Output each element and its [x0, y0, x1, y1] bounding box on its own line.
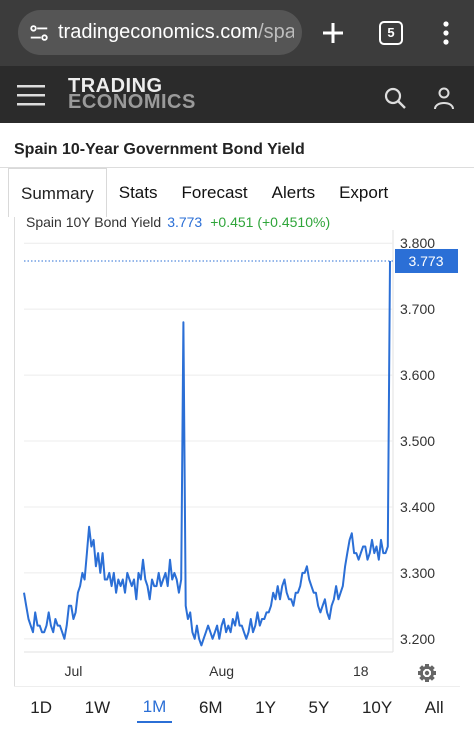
range-1m[interactable]: 1M — [136, 693, 173, 723]
tab-export[interactable]: Export — [339, 183, 389, 202]
url-path: /spai — [258, 21, 294, 43]
chart-settings-gear-icon[interactable] — [418, 664, 436, 682]
tab-stats[interactable]: Stats — [118, 183, 158, 202]
content-tabs: Summary Stats Forecast Alerts Export — [8, 168, 474, 217]
y-tick-label: 3.400 — [400, 499, 435, 515]
y-tick-label: 3.200 — [400, 631, 435, 647]
legend-value: 3.773 — [167, 214, 203, 230]
user-account-icon[interactable] — [432, 86, 456, 110]
url-host: tradingeconomics.com — [58, 21, 259, 43]
page-title-bar: Spain 10-Year Government Bond Yield — [0, 123, 474, 168]
y-tick-label: 3.700 — [400, 301, 435, 317]
logo-line-2: ECONOMICS — [68, 91, 196, 113]
x-tick-label: Jul — [64, 663, 82, 679]
logo-line-1: TRADING — [68, 75, 163, 97]
site-logo[interactable]: TRADING ECONOMICS — [68, 75, 196, 113]
browser-toolbar: tradingeconomics.com/spai 5 — [0, 0, 474, 66]
y-tick-label: 3.600 — [400, 367, 435, 383]
legend-change: +0.451 (+0.4510%) — [210, 214, 331, 230]
last-value-label: 3.773 — [408, 253, 443, 269]
x-tick-label: 18 — [353, 663, 369, 679]
y-tick-label: 3.800 — [400, 235, 435, 251]
last-value-badge — [395, 248, 458, 273]
page-title: Spain 10-Year Government Bond Yield — [14, 141, 305, 158]
range-1y[interactable]: 1Y — [255, 698, 276, 717]
range-all[interactable]: All — [424, 698, 444, 717]
tab-alerts[interactable]: Alerts — [271, 183, 316, 202]
legend-series-name: Spain 10Y Bond Yield — [26, 214, 162, 230]
tab-switcher-button[interactable]: 5 — [379, 21, 403, 45]
bond-yield-chart[interactable]: 3.200 3.300 3.400 3.500 3.600 3.700 3.800 Jul Au… — [0, 0, 474, 686]
chart-panel — [14, 217, 474, 686]
tab-summary[interactable]: Summary — [8, 168, 107, 217]
range-selector: 1D 1W 1M 6M 1Y 5Y 10Y All — [14, 686, 460, 729]
y-tick-label: 3.300 — [400, 565, 435, 581]
series-line — [23, 260, 391, 647]
address-bar[interactable]: tradingeconomics.com/spai — [18, 10, 302, 55]
range-1w[interactable]: 1W — [84, 698, 111, 717]
chart-legend: Spain 10Y Bond Yield 3.773 +0.451 (+0.4510… — [26, 214, 330, 230]
site-header: TRADING ECONOMICS — [0, 66, 474, 123]
search-icon[interactable] — [383, 86, 407, 110]
y-tick-label: 3.500 — [400, 433, 435, 449]
range-6m[interactable]: 6M — [198, 698, 223, 717]
url-text[interactable]: tradingeconomics.com/spai — [58, 21, 294, 44]
new-tab-plus-icon[interactable] — [318, 18, 348, 48]
hamburger-menu-icon[interactable] — [17, 84, 45, 106]
x-tick-label: Aug — [209, 663, 234, 679]
range-5y[interactable]: 5Y — [308, 698, 330, 717]
tab-forecast[interactable]: Forecast — [181, 183, 248, 202]
browser-menu-icon[interactable] — [434, 20, 458, 46]
site-settings-icon[interactable] — [28, 22, 50, 44]
range-1d[interactable]: 1D — [30, 698, 53, 717]
range-10y[interactable]: 10Y — [361, 698, 393, 717]
